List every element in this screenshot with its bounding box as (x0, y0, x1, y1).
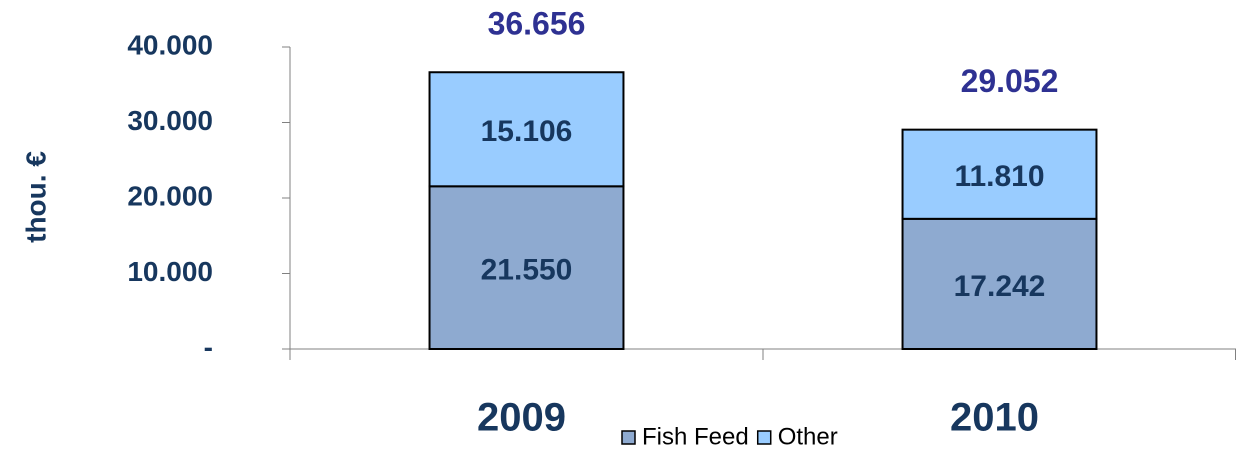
bar-segment (901, 217, 1098, 350)
x-tick-label: 2010 (950, 396, 1039, 440)
y-axis-label: thou. € (20, 151, 51, 243)
segment-label: 17.242 (954, 270, 1046, 303)
bar-segment (901, 128, 1098, 220)
legend-label: Other (778, 423, 838, 450)
segment-label: 15.106 (481, 115, 573, 148)
total-label: 29.052 (961, 63, 1059, 99)
y-tick-label: 40.000 (127, 29, 213, 60)
segment-label: 11.810 (954, 160, 1044, 193)
y-tick-label: - (204, 331, 213, 362)
y-tick-label: 20.000 (127, 180, 213, 211)
bar-segment (428, 71, 625, 188)
y-tick-label: 10.000 (127, 256, 213, 287)
segment-label: 21.550 (481, 254, 573, 287)
legend-label: Fish Feed (642, 423, 749, 450)
total-label: 36.656 (488, 6, 586, 42)
x-tick-label: 2009 (477, 396, 566, 440)
legend-swatch (756, 430, 772, 445)
y-tick-label: 30.000 (127, 105, 213, 136)
legend-swatch (621, 430, 636, 445)
